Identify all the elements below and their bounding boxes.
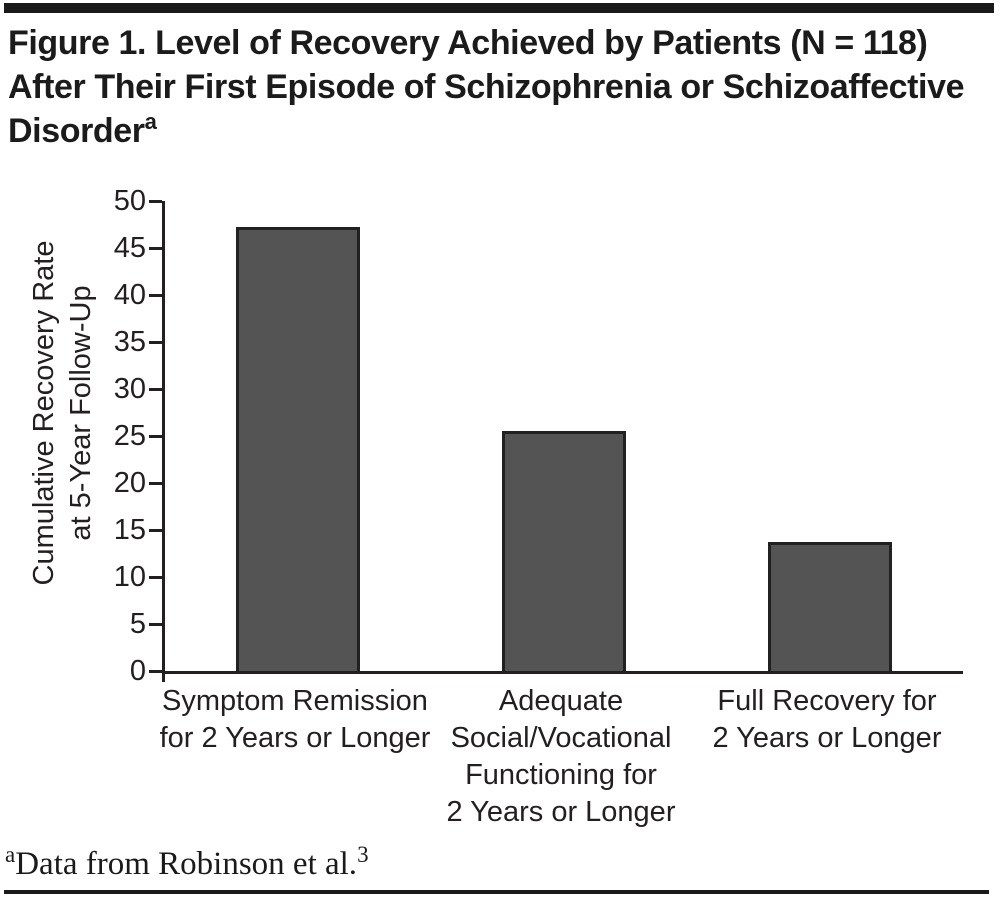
y-tick-mark <box>149 670 162 673</box>
y-tick-label: 0 <box>129 655 146 687</box>
y-tick-label: 40 <box>113 279 146 311</box>
y-tick-mark <box>149 247 162 250</box>
x-category-label-1: Symptom Remission for 2 Years or Longer <box>159 685 431 754</box>
bar-1 <box>236 227 360 671</box>
y-tick-label: 30 <box>113 373 146 405</box>
y-tick-mark <box>149 482 162 485</box>
y-tick-label: 10 <box>113 561 146 593</box>
x-category-label-2: Adequate Social/Vocational Functioning f… <box>446 685 676 828</box>
figure-title-line-3: Disorder <box>8 112 145 150</box>
y-tick-mark <box>149 529 162 532</box>
y-tick-mark <box>149 294 162 297</box>
y-tick-label: 20 <box>113 467 146 499</box>
bottom-rule-divider <box>4 890 989 894</box>
y-tick-label: 15 <box>113 514 146 546</box>
figure-title-line-2: After Their First Episode of Schizophren… <box>8 68 965 106</box>
y-axis-label-line-2: at 5-Year Follow-Up <box>65 285 97 541</box>
y-tick-mark <box>149 200 162 203</box>
y-tick-label: 45 <box>113 232 146 264</box>
y-tick-label: 35 <box>113 326 146 358</box>
figure-title-line-1: Figure 1. Level of Recovery Achieved by … <box>8 24 928 62</box>
y-axis-label-line-1: Cumulative Recovery Rate <box>28 240 60 586</box>
y-tick-label: 5 <box>129 608 146 640</box>
y-tick-label: 25 <box>113 420 146 452</box>
footnote-text: Data from Robinson et al. <box>15 846 358 882</box>
footnote-reference-number: 3 <box>357 842 369 867</box>
y-tick-mark <box>149 623 162 626</box>
top-rule-divider <box>4 3 994 13</box>
footnote: aData from Robinson et al.3 <box>5 842 369 883</box>
y-tick-mark <box>149 576 162 579</box>
bar-3 <box>768 542 892 671</box>
x-axis-origin-tick <box>162 674 165 682</box>
x-axis-labels: Symptom Remission for 2 Years or Longer A… <box>159 683 960 828</box>
y-tick-mark <box>149 388 162 391</box>
figure-title-footnote-marker: a <box>144 109 157 134</box>
footnote-marker: a <box>5 842 16 867</box>
y-tick-label: 50 <box>113 185 146 217</box>
bar-2 <box>502 431 626 671</box>
x-category-label-3: Full Recovery for 2 Years or Longer <box>712 685 942 754</box>
y-tick-mark <box>149 341 162 344</box>
figure-title: Figure 1. Level of Recovery Achieved by … <box>8 21 988 157</box>
y-tick-mark <box>149 435 162 438</box>
plot-area <box>162 201 963 674</box>
